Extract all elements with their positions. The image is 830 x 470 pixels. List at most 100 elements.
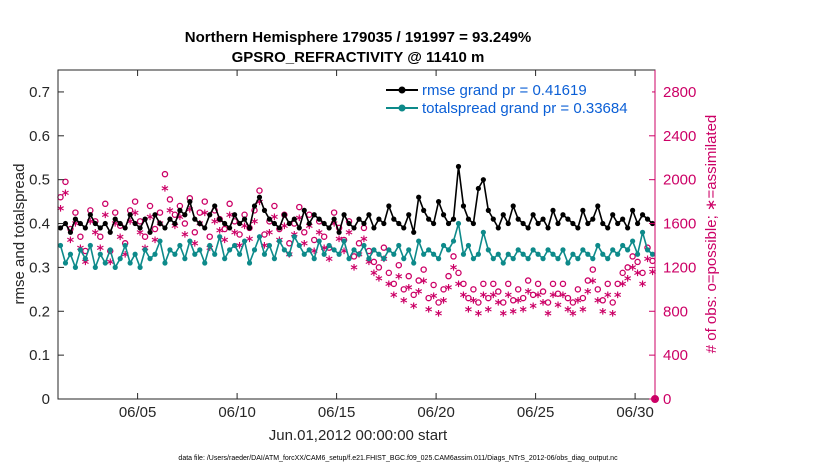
series-point-rmse xyxy=(137,225,143,231)
obs-possible-point xyxy=(440,286,447,293)
obs-assimilated-point: * xyxy=(196,219,204,235)
series-point-rmse xyxy=(401,225,407,231)
obs-assimilated-point: * xyxy=(206,243,214,259)
series-point-rmse xyxy=(639,212,646,218)
y-right-tick-label: 2400 xyxy=(663,128,696,145)
series-point-totalspread xyxy=(311,256,317,262)
series-point-totalspread xyxy=(107,247,113,253)
obs-assimilated-point: * xyxy=(330,219,338,235)
y-right-axis-ticks: 0 400 800 1200 1600 2000 2400 2800 xyxy=(649,84,696,408)
series-point-totalspread xyxy=(321,251,327,257)
series-point-totalspread xyxy=(222,256,228,262)
obs-possible-point xyxy=(226,200,233,208)
obs-possible-point xyxy=(445,272,452,280)
series-point-totalspread xyxy=(306,247,312,253)
obs-assimilated-point: * xyxy=(171,221,179,237)
legend-rmse-marker xyxy=(398,86,406,94)
series-point-rmse xyxy=(505,220,511,227)
series-point-rmse xyxy=(560,212,566,218)
obs-assimilated-point: * xyxy=(534,290,542,306)
series-point-totalspread xyxy=(351,247,357,253)
series-point-totalspread xyxy=(411,260,417,266)
series-point-rmse xyxy=(316,216,322,222)
obs-assimilated-point: * xyxy=(549,290,557,306)
y-left-tick-label: 0.4 xyxy=(29,216,50,233)
series-point-totalspread xyxy=(485,247,491,253)
obs-possible-point xyxy=(97,233,104,240)
series-point-rmse xyxy=(550,207,556,213)
series-point-rmse xyxy=(192,216,198,222)
series-point-rmse xyxy=(182,212,188,218)
obs-assimilated-point: * xyxy=(301,238,309,254)
series-point-rmse xyxy=(261,207,268,213)
series-point-totalspread xyxy=(271,256,278,262)
series-point-rmse xyxy=(346,220,352,227)
obs-assimilated-point: * xyxy=(72,219,80,235)
series-point-totalspread xyxy=(62,260,69,266)
series-point-totalspread xyxy=(241,238,248,244)
series-point-rmse xyxy=(490,216,496,222)
obs-possible-point xyxy=(624,264,631,271)
series-point-rmse xyxy=(207,212,213,218)
series-point-rmse xyxy=(331,216,337,222)
series-point-totalspread xyxy=(137,264,143,270)
series-point-rmse xyxy=(271,220,278,227)
obs-possible-point xyxy=(161,170,169,178)
series-point-rmse xyxy=(212,203,218,209)
y-left-tick-label: 0.7 xyxy=(29,84,50,101)
obs-possible-point xyxy=(385,269,393,277)
series-point-totalspread xyxy=(580,247,586,253)
legend: rmse grand pr = 0.41619 totalspread gran… xyxy=(380,78,652,120)
series-point-totalspread xyxy=(346,256,352,262)
obs-assimilated-point: * xyxy=(505,290,513,306)
obs-possible-point xyxy=(141,233,149,240)
series-point-rmse xyxy=(610,212,616,218)
obs-assimilated-point: * xyxy=(480,290,488,306)
series-point-rmse xyxy=(485,207,491,213)
obs-possible-point xyxy=(504,280,512,288)
series-point-rmse xyxy=(595,203,601,209)
y-left-axis-ticks: 0 0.1 0.2 0.3 0.4 0.5 0.6 0.7 xyxy=(29,84,64,408)
obs-possible-point xyxy=(196,209,204,216)
y-right-tick-label: 2800 xyxy=(663,84,696,101)
series-point-rmse xyxy=(411,229,417,235)
obs-possible-point xyxy=(524,277,532,284)
series-point-totalspread xyxy=(505,251,511,257)
obs-assimilated-point: * xyxy=(360,234,368,250)
obs-assimilated-point: * xyxy=(156,219,164,235)
obs-possible-point xyxy=(102,200,109,208)
series-point-totalspread xyxy=(401,256,407,262)
obs-assimilated-point: * xyxy=(385,279,393,295)
obs-possible-point xyxy=(271,202,278,210)
series-point-rmse xyxy=(82,225,88,231)
obs-assimilated-point: * xyxy=(335,234,343,250)
series-point-rmse xyxy=(341,212,347,218)
series-point-totalspread xyxy=(371,247,377,253)
series-point-totalspread xyxy=(152,251,158,257)
series-point-totalspread xyxy=(431,251,437,257)
obs-assimilated-point: * xyxy=(554,300,562,316)
obs-assimilated-point: * xyxy=(131,208,139,224)
series-point-totalspread xyxy=(460,251,467,257)
obs-possible-point xyxy=(405,272,412,280)
series-point-totalspread xyxy=(177,242,183,249)
series-lines xyxy=(57,163,656,271)
obs-possible-point xyxy=(609,299,616,306)
obs-assimilated-point: * xyxy=(529,301,537,317)
obs-possible-point xyxy=(619,269,626,277)
series-point-rmse xyxy=(72,216,79,222)
series-point-rmse xyxy=(545,225,551,231)
series-point-totalspread xyxy=(465,242,472,249)
series-point-totalspread xyxy=(301,251,307,257)
y-right-tick-label: 800 xyxy=(663,303,688,320)
series-point-totalspread xyxy=(232,242,238,249)
series-point-totalspread xyxy=(132,251,138,257)
obs-possible-point xyxy=(156,209,164,216)
obs-assimilated-point: * xyxy=(57,203,65,219)
series-point-rmse xyxy=(475,185,481,192)
obs-assimilated-point: * xyxy=(380,254,388,270)
obs-assimilated-point: * xyxy=(410,301,418,317)
series-point-totalspread xyxy=(445,247,452,253)
obs-possible-point xyxy=(256,187,263,194)
series-point-rmse xyxy=(371,225,377,231)
